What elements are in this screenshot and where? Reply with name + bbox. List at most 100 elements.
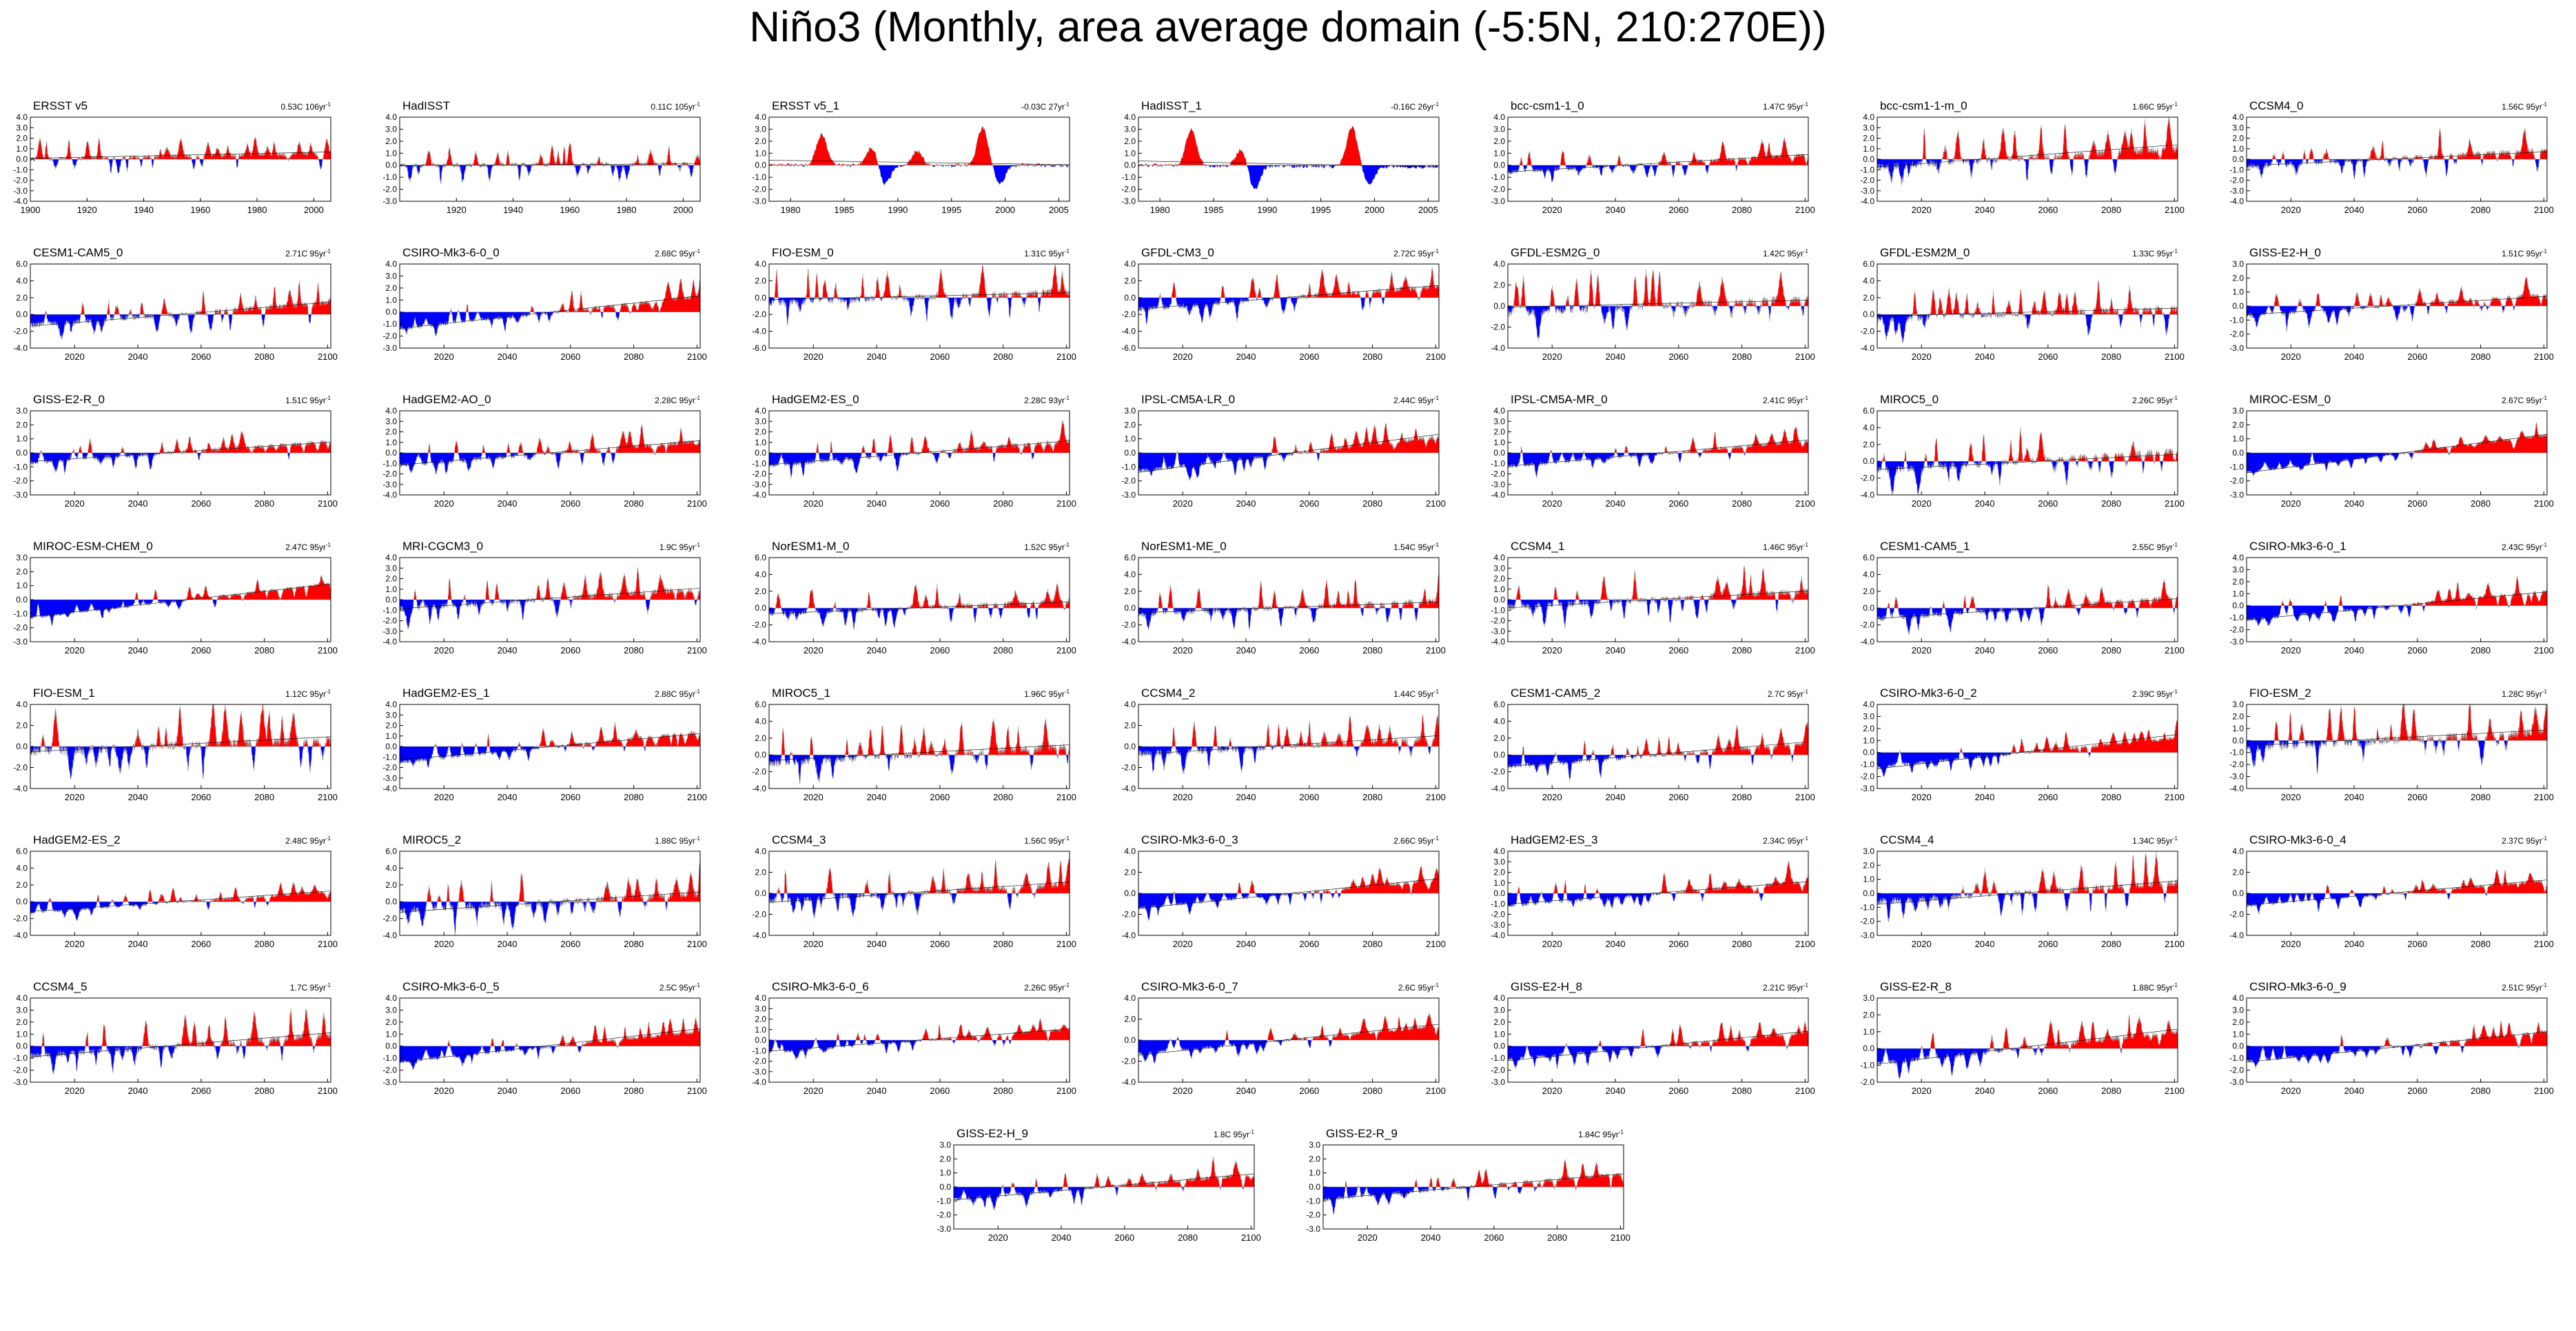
y-tick-label: -2.0: [1121, 910, 1136, 919]
panel-trend-label: 1.8C 95yr-1: [1116, 1129, 1254, 1139]
trend-exponent: -1: [695, 982, 700, 988]
trend-exponent: -1: [2172, 689, 2178, 695]
x-tick-label: 2100: [2534, 205, 2554, 215]
y-tick-label: -1.0: [382, 752, 397, 762]
y-tick-label: -2.0: [1306, 1210, 1320, 1220]
series-line: [2246, 422, 2547, 478]
x-tick-label: 2040: [1975, 939, 1995, 949]
y-tick-label: -3.0: [382, 1077, 397, 1087]
y-tick-label: -4.0: [382, 637, 397, 647]
trend-value: 2.55C 95yr: [2132, 542, 2173, 552]
y-tick-label: -4.0: [1860, 637, 1874, 647]
y-tick-label: -3.0: [382, 627, 397, 636]
cold-anomaly-area: [1877, 1048, 2178, 1080]
panel-plot: 4.0 3.0 2.0 1.0 0.0 -1.0 -2.0 -3.0 2020 2040 2060 2…: [2229, 553, 2554, 656]
trend-exponent: -1: [325, 101, 331, 108]
panel-plot: 4.0 2.0 0.0 -2.0 -4.0 2020 2040 2060 2080 2100: [13, 700, 338, 802]
plot-frame: [768, 116, 1070, 202]
warm-anomaly-area: [400, 722, 700, 746]
plot-frame: [768, 704, 1070, 789]
warm-anomaly-area: [1323, 1159, 1624, 1187]
trend-exponent: -1: [1803, 982, 1808, 988]
series-line: [399, 722, 700, 769]
x-tick-label: 2040: [1606, 645, 1626, 656]
x-tick-label: 2040: [1236, 792, 1256, 802]
x-tick-label: 2020: [2281, 792, 2301, 802]
x-tick-label: 2040: [1236, 1086, 1256, 1096]
x-tick-label: 2060: [930, 939, 950, 949]
y-tick-label: -4.0: [752, 490, 766, 500]
x-tick-label: 2100: [318, 645, 338, 656]
y-tick-label: 4.0: [2232, 112, 2244, 122]
trend-line: [768, 1028, 1070, 1052]
x-tick-label: 2020: [988, 1232, 1008, 1243]
panel-plot: 3.0 2.0 1.0 0.0 -1.0 -2.0 -3.0 2020 2040 2060 2080…: [1306, 1140, 1631, 1243]
y-tick-label: 1.0: [2232, 434, 2244, 444]
panel-plot: 4.03.02.01.00.0-1.0-2.0-3.0-4.0 2020 2040 2…: [1491, 406, 1815, 509]
y-tick-label: 0.0: [16, 595, 28, 604]
y-tick-label: -4.0: [382, 931, 397, 940]
x-tick-label: 2040: [867, 792, 887, 802]
y-tick-label: -1.0: [13, 165, 28, 174]
y-tick-label: 0.0: [16, 154, 28, 164]
trend-value: 1.66C 95yr: [2132, 102, 2173, 112]
figure-title: Niño3 (Monthly, area average domain (-5:…: [749, 3, 1827, 51]
warm-anomaly-area: [769, 126, 1069, 165]
panel-plot: 4.03.02.01.00.0-1.0-2.0-3.0-4.0 2020 2040 2…: [1491, 553, 1815, 656]
y-tick-label: 2.0: [2232, 420, 2244, 429]
cold-anomaly-area: [400, 1046, 700, 1070]
panel-trend-label: 2.5C 95yr-1: [562, 982, 700, 993]
x-tick-label: 2100: [2165, 205, 2185, 215]
panel-plot: 6.0 4.0 2.0 0.0 -2.0 -4.0 2020 2040 2060 2080 2100: [752, 553, 1076, 656]
y-tick-label: -1.0: [2229, 613, 2244, 622]
y-tick-label: 3.0: [755, 124, 766, 134]
panel-plot: 4.0 2.0 0.0 -2.0 -4.0 2020 2040 2060 2080 2100: [1121, 846, 1446, 949]
cold-anomaly-area: [1877, 752, 2178, 778]
y-tick-label: 1.0: [1493, 1029, 1505, 1039]
y-tick-label: 2.0: [385, 283, 397, 293]
y-tick-label: -3.0: [1491, 480, 1505, 489]
y-tick-label: -2.0: [1491, 469, 1505, 479]
panel-gfdl-esm2g-0: GFDL-ESM2G_0 1.42C 95yr-1 4.0 2.0 0.0 -2.0 -4.…: [1478, 246, 1836, 425]
plot-frame: [1138, 557, 1440, 642]
panel-title: CSIRO-Mk3-6-0_9: [2249, 980, 2347, 993]
panel-title: GFDL-CM3_0: [1141, 246, 1214, 259]
panel-title: GISS-E2-R_8: [1880, 980, 1952, 993]
x-tick-label: 2060: [930, 498, 950, 509]
y-tick-label: -1.0: [1491, 605, 1505, 615]
y-tick-label: -3.0: [382, 480, 397, 489]
cold-anomaly-area: [2247, 453, 2547, 477]
trend-value: 1.33C 95yr: [2132, 249, 2173, 258]
y-tick-label: 0.0: [1493, 595, 1505, 604]
warm-anomaly-area: [30, 575, 331, 600]
x-tick-label: 2100: [318, 498, 338, 509]
x-tick-label: 2080: [254, 939, 274, 949]
series-line: [1507, 860, 1808, 909]
panel-title: NorESM1-ME_0: [1141, 540, 1227, 553]
x-tick-label: 2080: [1732, 645, 1752, 656]
trend-exponent: -1: [1618, 1129, 1624, 1135]
panel-plot: 4.0 2.0 0.0 -2.0 -4.0 2020 2040 2060 2080 2100: [2229, 846, 2554, 949]
trend-exponent: -1: [1433, 101, 1439, 108]
trend-value: 2.71C 95yr: [285, 249, 326, 258]
x-tick-label: 2000: [1364, 205, 1384, 215]
y-tick-label: -4.0: [1860, 343, 1874, 353]
panel-plot: 4.0 3.0 2.0 1.0 0.0 -1.0 -2.0 -3.0 2020 2040 2060 2…: [1491, 112, 1815, 215]
panel-plot: 6.0 4.0 2.0 0.0 -2.0 -4.0 2020 2040 2060 2080 2100: [1860, 553, 2185, 656]
y-tick-label: 4.0: [2232, 553, 2244, 562]
y-tick-label: 4.0: [2232, 993, 2244, 1003]
plot-frame: [768, 557, 1070, 642]
plot-frame: [30, 263, 331, 349]
y-tick-label: 4.0: [755, 993, 766, 1003]
y-tick-label: -2.0: [2229, 329, 2244, 339]
panel-title: GISS-E2-R_9: [1326, 1127, 1398, 1140]
x-tick-label: 2020: [1542, 352, 1562, 362]
trend-value: 1.31C 95yr: [1024, 249, 1065, 258]
panel-plot: 4.0 3.0 2.0 1.0 0.0 -1.0 -2.0 -3.0 1980 1985 1990 1…: [752, 112, 1070, 215]
y-tick-label: 0.0: [1124, 888, 1136, 898]
y-tick-label: -3.0: [13, 490, 28, 500]
x-tick-label: 2080: [2471, 645, 2491, 656]
y-tick-label: 2.0: [385, 136, 397, 146]
y-tick-label: -2.0: [2229, 760, 2244, 769]
y-tick-label: 1.0: [939, 1168, 951, 1178]
